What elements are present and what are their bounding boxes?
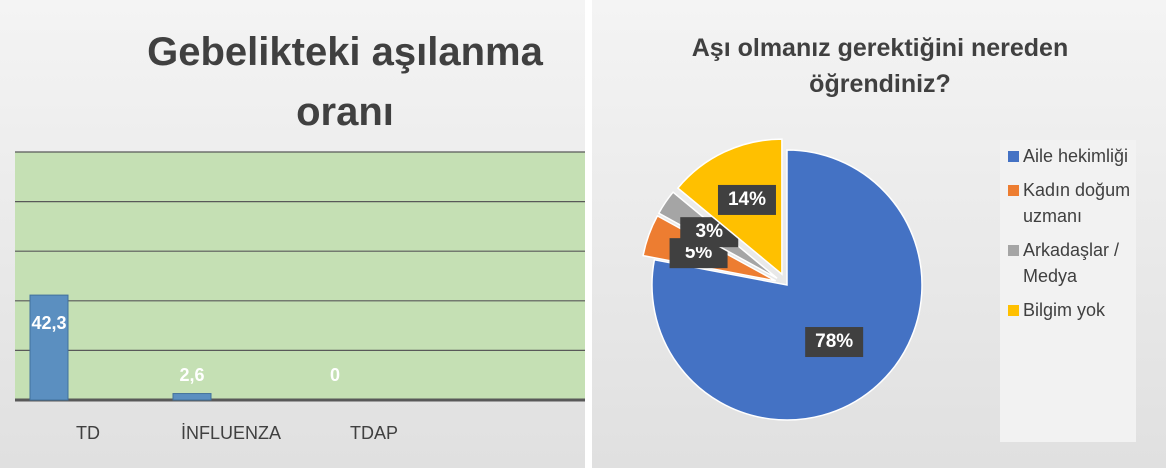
legend-label: Kadın doğum uzmanı	[1023, 180, 1131, 226]
legend-swatch	[1008, 151, 1019, 162]
label-box	[717, 184, 776, 215]
data-label: 42,3	[31, 313, 66, 333]
legend-label: Bilgim yok	[1023, 300, 1106, 320]
label-box	[805, 327, 864, 358]
data-label: 2,6	[179, 365, 204, 385]
x-tick-label: TDAP	[350, 423, 398, 443]
chart-title: Aşı olmanız gerektiğini nereden öğrendin…	[691, 34, 1069, 98]
legend-item: Bilgim yok	[1000, 297, 1136, 323]
legend: Aile hekimliği Kadın doğum uzmanı Arkadaşl…	[1000, 140, 1136, 442]
bar	[29, 294, 69, 401]
legend-swatch	[1008, 305, 1019, 316]
legend-swatch	[1008, 185, 1019, 196]
legend-swatch	[1008, 245, 1019, 256]
legend-label: Arkadaşlar / Medya	[1023, 240, 1120, 286]
legend-label: Aile hekimliği	[1023, 146, 1129, 166]
legend-item: Aile hekimliği	[1000, 143, 1136, 169]
legend-item: Arkadaşlar / Medya	[1000, 237, 1136, 289]
x-tick-label: TD	[76, 423, 100, 443]
data-label: 0	[330, 365, 340, 385]
data-label: 5%	[685, 242, 713, 263]
plot-area	[15, 152, 585, 400]
data-label: 14%	[728, 189, 766, 210]
legend-item: Kadın doğum uzmanı	[1000, 177, 1136, 229]
chart-title: Gebelikteki aşılanma oranı	[147, 30, 543, 134]
x-tick-label: İNFLUENZA	[181, 423, 281, 443]
data-label: 78%	[815, 331, 853, 352]
data-label: 3%	[696, 221, 724, 242]
bar	[172, 393, 212, 401]
